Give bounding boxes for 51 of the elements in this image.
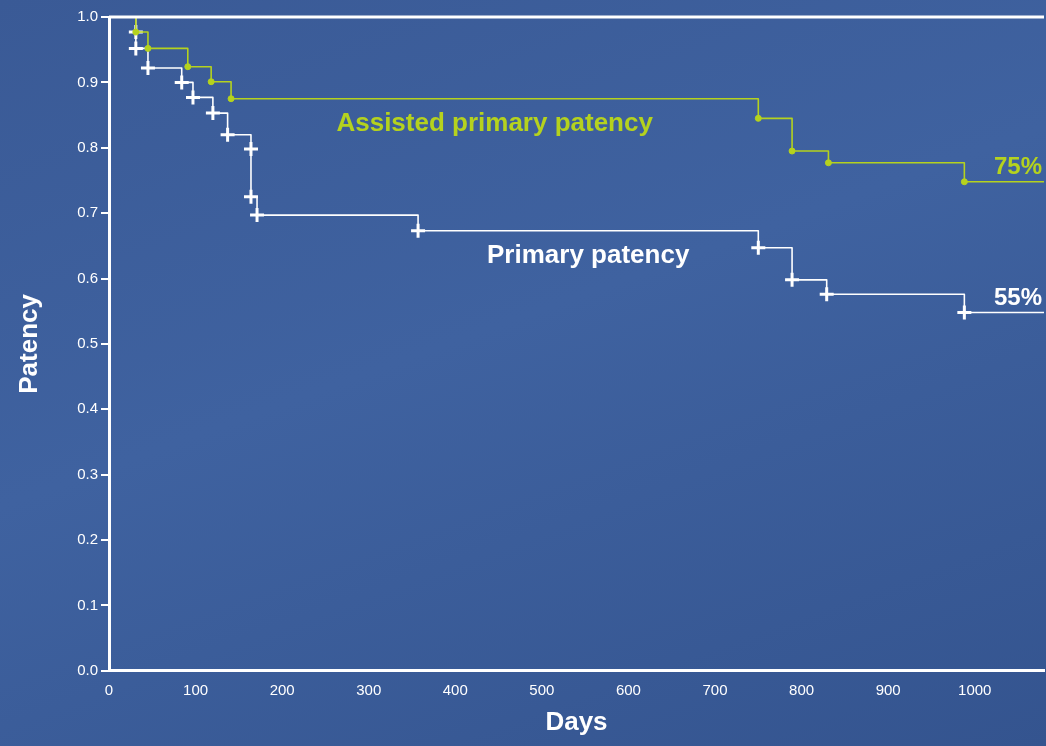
y-tick-label: 0.3	[77, 464, 98, 482]
x-tick-label: 300	[356, 680, 382, 698]
x-tick-label: 600	[615, 680, 641, 698]
x-tick-label: 100	[183, 680, 209, 698]
y-tick-label: 0.2	[77, 530, 98, 548]
y-tick-label: 0.0	[77, 660, 98, 678]
y-tick-label: 1.0	[77, 7, 98, 25]
point	[207, 78, 215, 86]
point	[955, 304, 973, 322]
point	[184, 63, 192, 71]
x-tick-label: 200	[269, 680, 295, 698]
y-tick-label: 0.4	[77, 399, 98, 417]
y-tick-label: 0.1	[77, 595, 98, 613]
x-tick-label: 0	[104, 680, 114, 698]
point	[219, 126, 237, 144]
point	[139, 59, 157, 77]
series-label: Assisted primary patency	[336, 106, 654, 137]
x-axis-title: Days	[545, 705, 608, 736]
point	[749, 239, 767, 257]
y-tick-label: 0.6	[77, 268, 98, 286]
y-tick-label: 0.9	[77, 72, 98, 90]
annotation: 75%	[993, 151, 1042, 179]
point	[242, 188, 260, 206]
point	[824, 159, 832, 167]
x-tick-label: 400	[442, 680, 468, 698]
series-label: Primary patency	[487, 238, 690, 269]
x-tick-label: 1000	[958, 680, 992, 698]
annotation: 55%	[993, 282, 1042, 310]
point	[132, 28, 140, 36]
point	[242, 140, 260, 158]
point	[173, 73, 191, 91]
y-tick-label: 0.7	[77, 203, 98, 221]
x-tick-label: 500	[529, 680, 555, 698]
point	[248, 206, 266, 224]
point	[144, 44, 152, 52]
point	[818, 285, 836, 303]
point	[754, 114, 762, 122]
x-tick-label: 900	[875, 680, 901, 698]
point	[127, 39, 145, 57]
point	[409, 222, 427, 240]
point	[204, 104, 222, 122]
point	[960, 178, 968, 186]
point	[227, 95, 235, 103]
x-tick-label: 800	[789, 680, 815, 698]
point	[783, 271, 801, 289]
point	[184, 88, 202, 106]
y-axis-title: Patency	[12, 293, 43, 394]
point	[788, 147, 796, 155]
y-tick-label: 0.8	[77, 137, 98, 155]
y-tick-label: 0.5	[77, 334, 98, 352]
x-tick-label: 700	[702, 680, 728, 698]
